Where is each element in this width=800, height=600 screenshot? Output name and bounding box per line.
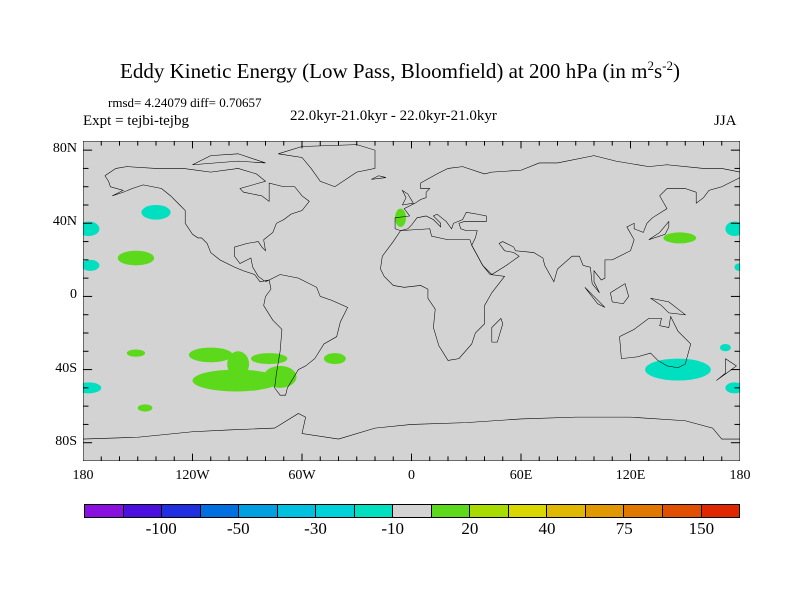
colorbar-swatch [277, 505, 317, 517]
positive-anomaly-region [188, 347, 233, 363]
colorbar-swatch [547, 505, 586, 517]
x-tick-label: 180 [72, 468, 94, 483]
map-background [83, 141, 740, 461]
positive-anomaly-region [137, 404, 153, 412]
experiment-label: Expt = tejbi-tejbg [83, 113, 189, 129]
x-tick-label: 60W [288, 468, 316, 483]
y-tick-label: 80S [55, 433, 77, 449]
colorbar-label: 150 [688, 519, 715, 538]
coastline-borneo [610, 284, 628, 304]
colorbar-swatch [585, 505, 625, 517]
positive-anomaly-region [117, 250, 155, 266]
coastline-new-zealand [716, 359, 736, 381]
x-tick-label: 0 [408, 468, 415, 483]
colorbar-swatch [316, 505, 355, 517]
colorbar-swatch [701, 505, 740, 517]
map-plot [83, 141, 740, 461]
season-label: JJA [714, 113, 737, 129]
coastline-britain [402, 190, 413, 205]
positive-anomaly-region [263, 365, 297, 388]
x-tick-label: 180 [729, 468, 751, 483]
colorbar-swatch [393, 505, 432, 517]
colorbar-label: 40 [538, 519, 556, 538]
title-text-end: ) [672, 59, 680, 83]
coastline-south-america [264, 274, 348, 395]
negative-anomaly-region [725, 221, 740, 237]
x-tick-label: 120W [175, 468, 210, 483]
coastline-africa [380, 229, 504, 361]
negative-anomaly-region [141, 205, 171, 220]
negative-anomaly-region [734, 263, 740, 271]
coastline-madagascar [492, 318, 503, 342]
x-tick-label: 60E [509, 468, 533, 483]
colorbar-swatch [162, 505, 201, 517]
negative-anomaly-region [83, 221, 100, 237]
negative-anomaly-region [719, 343, 731, 352]
negative-anomaly-region [83, 382, 102, 394]
coastline-arctic-islands [193, 154, 266, 165]
colorbar-label: 75 [615, 519, 633, 538]
positive-anomaly-region [323, 353, 346, 365]
y-tick-label: 40N [52, 214, 77, 230]
colorbar-label: -10 [381, 519, 405, 538]
coastline-sumatra [585, 287, 605, 307]
colorbar-label: -30 [304, 519, 327, 538]
colorbar-label: -100 [145, 519, 177, 538]
coastline-antarctica [83, 413, 740, 439]
negative-anomaly-region [83, 259, 100, 271]
positive-anomaly-region [395, 208, 407, 227]
colorbar-swatch [470, 505, 509, 517]
x-tick-label: 120E [615, 468, 646, 483]
title-sup: 2 [647, 58, 654, 73]
coastline-japan [649, 221, 669, 239]
negative-anomaly-region [725, 382, 740, 394]
y-tick-label: 40S [55, 360, 77, 376]
colorbar-swatch [624, 505, 663, 517]
positive-anomaly-region [192, 369, 281, 392]
plot-title: Eddy Kinetic Energy (Low Pass, Bloomfiel… [0, 58, 800, 84]
positive-anomaly-region [227, 351, 250, 377]
coastline-iceland [371, 176, 386, 180]
colorbar-swatch [200, 505, 240, 517]
coastline-north-america [105, 167, 309, 282]
positive-anomaly-region [126, 349, 146, 357]
colorbar-swatch [662, 505, 702, 517]
y-tick-label: 80N [52, 141, 77, 157]
negative-anomaly-region [645, 358, 711, 381]
colorbar-swatch [354, 505, 394, 517]
colorbar-swatch [85, 505, 124, 517]
colorbar-label: 20 [461, 519, 479, 538]
colorbar-label: -50 [227, 519, 250, 538]
colorbar-swatch [431, 505, 471, 517]
coastline-australia [620, 317, 691, 368]
positive-anomaly-region [250, 353, 288, 365]
colorbar [84, 504, 740, 518]
y-tick-label: 0 [70, 287, 77, 303]
period-label: 22.0kyr-21.0kyr - 22.0kyr-21.0kyr [290, 108, 497, 124]
title-text: Eddy Kinetic Energy (Low Pass, Bloomfiel… [120, 59, 648, 83]
coastline-eurasia [395, 156, 740, 293]
rmsd-label: rmsd= 4.24079 diff= 0.70657 [108, 95, 262, 110]
colorbar-swatch [123, 505, 163, 517]
colorbar-swatch [508, 505, 548, 517]
title-sup: -2 [662, 58, 673, 73]
title-text-mid: s [653, 59, 663, 83]
positive-anomaly-region [663, 232, 697, 244]
coastline-new-guinea [651, 298, 686, 314]
colorbar-swatch [239, 505, 278, 517]
